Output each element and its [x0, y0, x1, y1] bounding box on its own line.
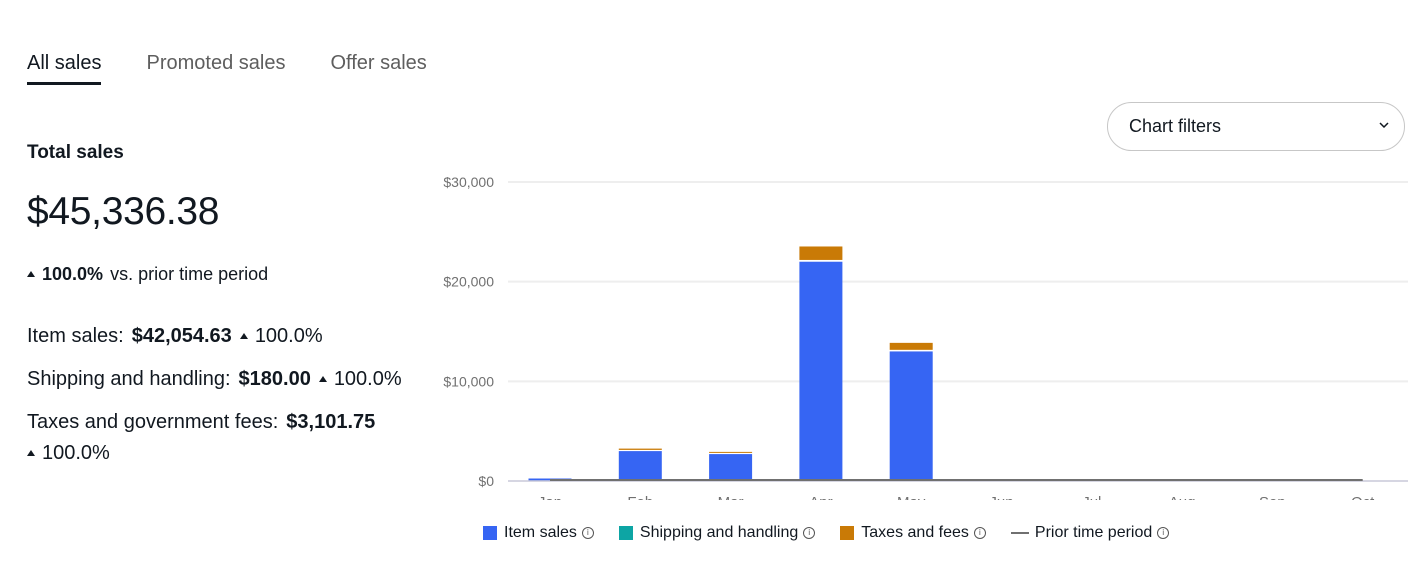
bar-segment: [618, 448, 662, 450]
total-sales-value: $45,336.38: [27, 190, 220, 233]
item-sales-label: Item sales:: [27, 325, 124, 347]
chart-filters-dropdown[interactable]: Chart filters: [1107, 102, 1405, 151]
x-tick-label: Jul: [1082, 494, 1101, 500]
shipping-label: Shipping and handling:: [27, 368, 231, 390]
shipping-pct: 100.0%: [333, 368, 402, 390]
legend-item-sales: Item sales i: [483, 524, 594, 542]
up-arrow-icon: [27, 270, 35, 277]
bar-segment: [709, 454, 753, 481]
x-tick-label: Sep: [1259, 494, 1286, 500]
total-change-text: vs. prior time period: [110, 264, 269, 284]
sales-summary: Total sales $45,336.38 100.0% vs. prior …: [27, 142, 437, 465]
legend-label-shipping: Shipping and handling: [639, 524, 799, 541]
bar-segment: [799, 246, 843, 260]
total-change-pct: 100.0%: [42, 264, 104, 284]
taxes-change: 100.0%: [27, 442, 437, 465]
sales-bar-chart: $0 $10,000 $20,000 $30,000 Jan Feb Mar Apr May Ju…: [443, 174, 1408, 500]
chart-legend: Item sales i Shipping and handling i Tax…: [483, 524, 1194, 542]
sales-breakdown: Item sales: $42,054.63 100.0% Shipping a…: [27, 325, 437, 465]
tab-offer-sales[interactable]: Offer sales: [330, 52, 427, 74]
x-tick-label: Aug: [1169, 494, 1196, 500]
bar-segment: [889, 342, 933, 350]
legend-line-prior: [1010, 532, 1029, 534]
x-tick-label: Feb: [627, 494, 653, 500]
total-change: 100.0% vs. prior time period: [27, 264, 437, 285]
x-tick-label: Jun: [989, 494, 1013, 500]
up-arrow-icon: [239, 332, 248, 339]
info-icon[interactable]: i: [581, 527, 594, 539]
up-arrow-icon: [27, 449, 35, 456]
info-icon[interactable]: i: [803, 527, 816, 539]
legend-label-item-sales: Item sales: [504, 524, 577, 541]
bar-segment: [889, 351, 933, 481]
tab-all-sales[interactable]: All sales: [27, 52, 102, 85]
legend-label-taxes: Taxes and fees: [861, 524, 969, 541]
legend-swatch-item-sales: [483, 526, 497, 540]
shipping-change: 100.0%: [318, 368, 402, 391]
up-arrow-icon: [318, 375, 327, 382]
legend-item-prior: Prior time period i: [1010, 524, 1170, 542]
x-tick-label: Mar: [718, 494, 744, 500]
taxes-value: $3,101.75: [286, 411, 376, 433]
y-tick-label: $20,000: [443, 274, 494, 290]
item-sales-pct: 100.0%: [254, 325, 323, 347]
chart-filters-label: Chart filters: [1129, 116, 1222, 136]
x-tick-label: Oct: [1351, 494, 1375, 500]
tab-promoted-sales[interactable]: Promoted sales: [146, 52, 286, 74]
bar-segment: [799, 261, 843, 481]
x-tick-label: Jan: [538, 494, 562, 500]
shipping-value: $180.00: [238, 368, 311, 390]
info-icon[interactable]: i: [1157, 527, 1170, 539]
info-icon[interactable]: i: [973, 527, 986, 539]
legend-item-taxes: Taxes and fees i: [840, 524, 986, 542]
y-tick-label: $10,000: [443, 373, 494, 389]
taxes-row: Taxes and government fees: $3,101.75: [27, 411, 437, 434]
item-sales-row: Item sales: $42,054.63 100.0%: [27, 325, 437, 348]
legend-swatch-shipping: [618, 526, 633, 540]
legend-swatch-taxes: [840, 526, 855, 540]
item-sales-value: $42,054.63: [131, 325, 232, 347]
y-tick-label: $30,000: [443, 174, 494, 190]
y-tick-label: $0: [478, 473, 494, 489]
taxes-label: Taxes and government fees:: [27, 411, 279, 433]
bar-segment: [709, 451, 753, 453]
legend-item-shipping: Shipping and handling i: [618, 524, 816, 542]
legend-label-prior: Prior time period: [1034, 524, 1153, 541]
chevron-down-icon: [1379, 122, 1389, 129]
x-tick-label: May: [897, 494, 926, 500]
shipping-row: Shipping and handling: $180.00 100.0%: [27, 368, 437, 391]
x-tick-label: Apr: [809, 494, 832, 500]
total-sales-label: Total sales: [27, 142, 124, 163]
item-sales-change: 100.0%: [239, 325, 323, 348]
bar-segment: [618, 451, 662, 481]
taxes-pct: 100.0%: [42, 442, 110, 464]
sales-tabs: All sales Promoted sales Offer sales: [27, 52, 472, 85]
